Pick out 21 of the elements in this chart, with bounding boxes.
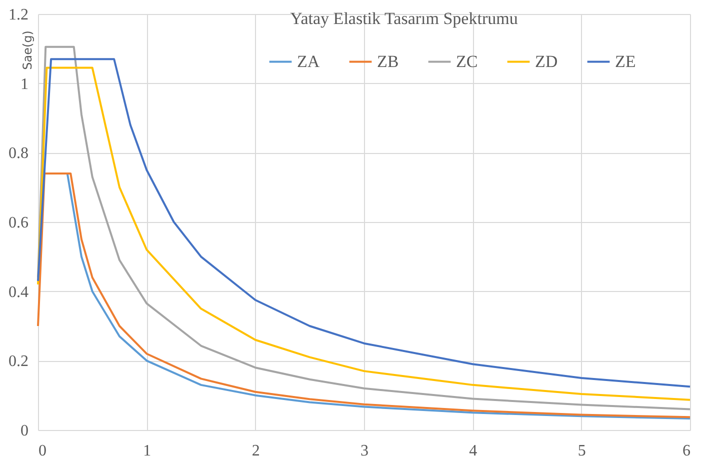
y-tick-label: 0.8 bbox=[8, 145, 28, 162]
legend-label: ZA bbox=[297, 52, 320, 71]
legend-label: ZD bbox=[535, 52, 558, 71]
y-tick-label: 1.2 bbox=[8, 6, 28, 24]
x-tick-label: 0 bbox=[38, 442, 46, 460]
y-tick-label: 0.4 bbox=[8, 284, 28, 301]
x-tick-label: 6 bbox=[682, 442, 690, 460]
chart-title: Yatay Elastik Tasarım Spektrumu bbox=[290, 9, 518, 28]
y-tick-label: 0.6 bbox=[8, 214, 28, 232]
x-tick-label: 5 bbox=[578, 442, 586, 460]
legend-label: ZB bbox=[377, 52, 399, 71]
x-tick-label: 2 bbox=[252, 442, 260, 460]
legend-label: ZE bbox=[615, 52, 636, 71]
x-tick-label: 1 bbox=[143, 442, 152, 460]
legend-label: ZC bbox=[456, 52, 478, 71]
y-tick-label: 0 bbox=[20, 422, 28, 440]
y-tick-label: 1 bbox=[20, 76, 28, 93]
x-tick-label: 3 bbox=[360, 442, 368, 460]
y-tick-label: 0.2 bbox=[8, 353, 28, 370]
y-axis-title: Sae(g) bbox=[20, 30, 34, 70]
x-tick-label: 4 bbox=[469, 442, 478, 460]
